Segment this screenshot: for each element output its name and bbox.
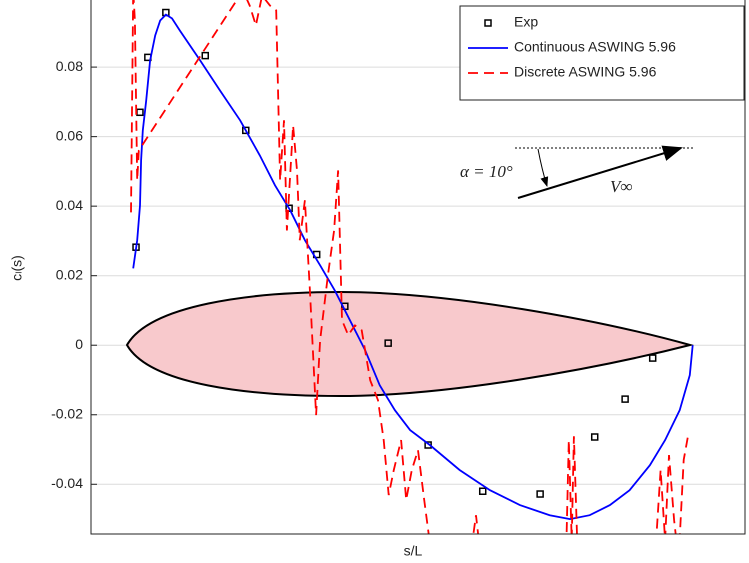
data-point	[201, 51, 210, 60]
y-tick-label: 0.08	[56, 58, 83, 74]
y-tick-label: 0.04	[56, 197, 83, 213]
airfoil	[125, 290, 694, 398]
y-tick-label: 0	[75, 336, 83, 352]
axes-frame	[90, 0, 746, 535]
y-axis-label: cₗ(s)	[9, 255, 25, 281]
y-tick-label: 0.02	[56, 266, 83, 282]
annotation: α = 10°	[460, 162, 513, 181]
data-point	[590, 433, 599, 441]
data-point	[384, 339, 392, 347]
data-point	[536, 490, 544, 498]
data-point	[621, 395, 629, 403]
velocity-arrow	[517, 145, 683, 199]
angle-arc	[537, 148, 549, 187]
x-axis-label: s/L	[404, 543, 423, 559]
series-group	[130, 0, 694, 534]
data-point	[242, 126, 250, 135]
legend-label: Discrete ASWING 5.96	[514, 64, 657, 80]
series-line	[132, 13, 694, 521]
data-point	[478, 487, 487, 495]
legend-label: Continuous ASWING 5.96	[514, 39, 676, 55]
data-point	[285, 204, 293, 212]
y-tick-label: 0.06	[56, 127, 83, 143]
legend-marker	[484, 19, 492, 27]
y-tick-label: -0.04	[51, 475, 83, 491]
annotation: V∞	[610, 177, 633, 196]
y-tick-label: -0.02	[51, 405, 83, 421]
legend-label: Exp	[514, 14, 538, 30]
series-line	[130, 0, 690, 534]
data-point	[648, 354, 657, 362]
legend-box	[459, 5, 745, 101]
legend: Exp Continuous ASWING 5.96 Discrete ASWING…	[459, 5, 745, 101]
